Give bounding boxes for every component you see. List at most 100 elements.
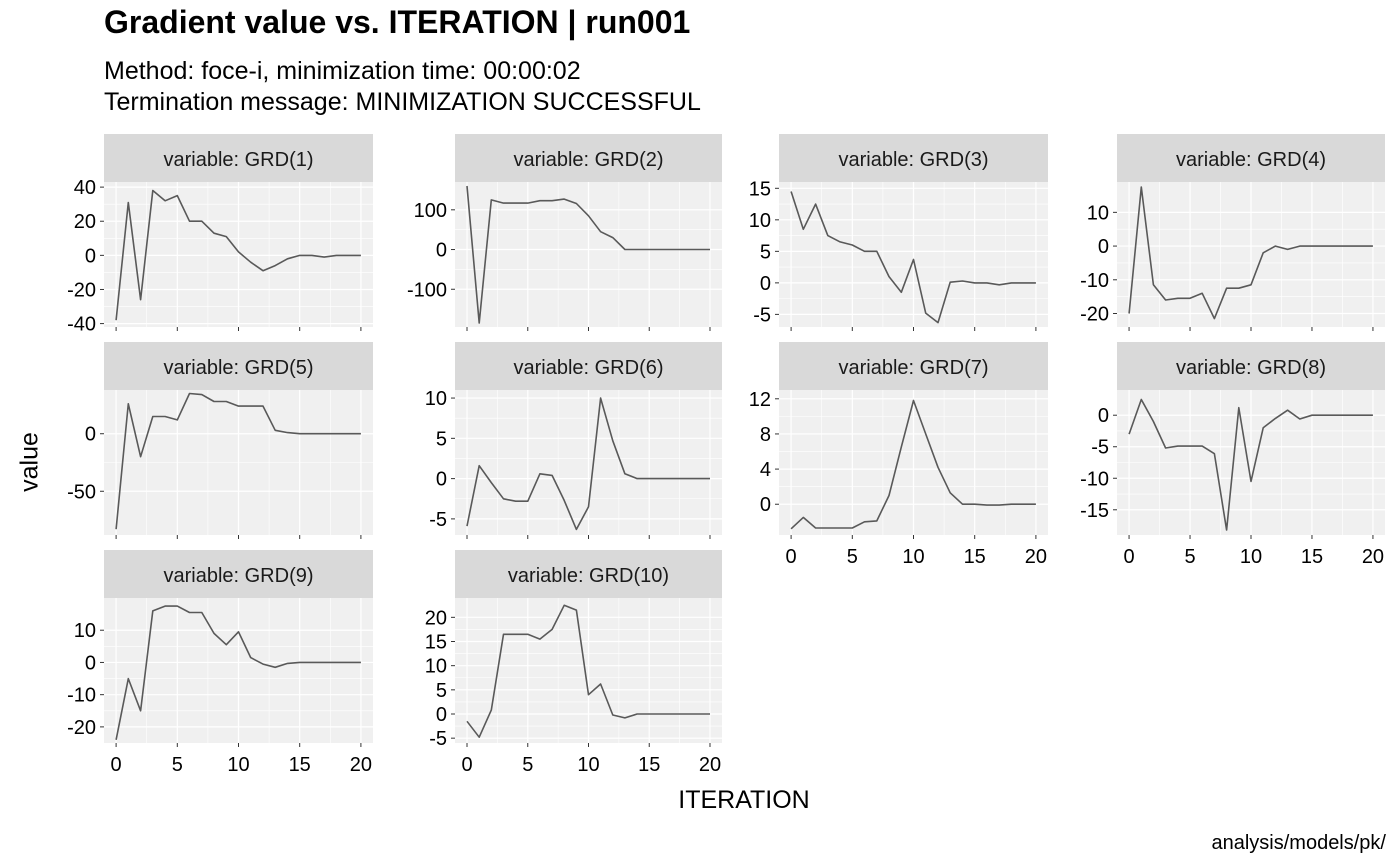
facet-panel: variable: GRD(5) -50 0 xyxy=(67,342,373,539)
facet-strip-label: variable: GRD(2) xyxy=(513,149,663,171)
x-tick-label: 20 xyxy=(1025,546,1047,568)
series-line-grd10 xyxy=(466,604,710,739)
y-tick-label: 10 xyxy=(425,388,447,410)
y-tick-label: 5 xyxy=(436,428,447,450)
facet-strip xyxy=(779,342,1048,390)
series-line-grd5 xyxy=(115,392,361,530)
facet-panel: variable: GRD(4) -20 -10 0 10 xyxy=(1080,134,1385,331)
y-tick-label: -20 xyxy=(1080,304,1109,326)
y-tick-label: -40 xyxy=(67,314,96,336)
chart-subtitle-termination: Termination message: MINIMIZATION SUCCES… xyxy=(104,88,701,116)
x-tick-label: 0 xyxy=(786,546,797,568)
y-tick-label: 100 xyxy=(414,200,447,222)
y-tick-label: 10 xyxy=(749,210,771,232)
facet-strip-label: variable: GRD(1) xyxy=(163,149,313,171)
y-tick-label: 5 xyxy=(760,241,771,263)
series-line-grd4 xyxy=(1128,186,1373,320)
x-tick-label: 5 xyxy=(522,754,533,776)
y-tick-label: 12 xyxy=(749,389,771,411)
y-tick-label: -20 xyxy=(67,279,96,301)
y-tick-label: -50 xyxy=(67,481,96,503)
y-tick-label: 0 xyxy=(760,273,771,295)
facet-strip xyxy=(1117,342,1385,390)
x-tick-label: 0 xyxy=(461,754,472,776)
facet-panel: variable: GRD(1) -40 -20 0 20 40 xyxy=(67,134,373,336)
chart-title: Gradient value vs. ITERATION | run001 xyxy=(104,4,691,40)
y-tick-label: 10 xyxy=(74,620,96,642)
x-tick-label: 10 xyxy=(1240,546,1262,568)
facet-strip-label: variable: GRD(4) xyxy=(1176,149,1326,171)
y-tick-label: -100 xyxy=(407,279,447,301)
series-line-grd1 xyxy=(115,189,361,321)
x-tick-label: 0 xyxy=(111,754,122,776)
y-tick-label: 15 xyxy=(425,632,447,654)
y-tick-label: 0 xyxy=(760,494,771,516)
y-tick-label: 0 xyxy=(85,424,96,446)
facet-strip xyxy=(455,342,722,390)
y-tick-label: 5 xyxy=(436,680,447,702)
series-line-grd6 xyxy=(466,397,710,531)
series-line-grd7 xyxy=(790,399,1036,530)
x-tick-label: 5 xyxy=(172,754,183,776)
facet-panel: variable: GRD(3) -5 0 5 10 15 xyxy=(749,134,1048,331)
y-tick-label: -10 xyxy=(67,685,96,707)
facet-strip-label: variable: GRD(3) xyxy=(838,149,988,171)
facet-strip-label: variable: GRD(8) xyxy=(1176,357,1326,379)
facet-strip xyxy=(779,134,1048,182)
x-tick-label: 10 xyxy=(227,754,249,776)
x-tick-label: 0 xyxy=(1123,546,1134,568)
y-tick-label: 0 xyxy=(436,469,447,491)
y-tick-label: -10 xyxy=(1080,468,1109,490)
y-tick-label: 0 xyxy=(436,240,447,262)
facet-panel: variable: GRD(9) -20 -10 0 10 0 5 10 15 20 xyxy=(67,550,373,776)
y-tick-label: 0 xyxy=(1098,236,1109,258)
y-tick-label: 0 xyxy=(436,704,447,726)
y-tick-label: 15 xyxy=(749,178,771,200)
y-tick-label: 8 xyxy=(760,424,771,446)
facet-panel: variable: GRD(2) -100 0 100 xyxy=(407,134,722,331)
facet-panel: variable: GRD(6) -5 0 5 10 xyxy=(425,342,722,539)
facet-strip-label: variable: GRD(6) xyxy=(513,357,663,379)
y-tick-label: -20 xyxy=(67,717,96,739)
x-tick-label: 15 xyxy=(289,754,311,776)
x-tick-label: 20 xyxy=(1362,546,1384,568)
facet-strip xyxy=(1117,134,1385,182)
x-tick-label: 5 xyxy=(1184,546,1195,568)
x-tick-label: 15 xyxy=(638,754,660,776)
x-tick-label: 5 xyxy=(847,546,858,568)
facet-panel: variable: GRD(8) -15 -10 -5 0 0 5 10 15 20 xyxy=(1080,342,1385,568)
facet-strip-label: variable: GRD(7) xyxy=(838,357,988,379)
series-line-grd3 xyxy=(790,191,1036,324)
facet-strip xyxy=(455,134,722,182)
chart-subtitle-method: Method: foce-i, minimization time: 00:00… xyxy=(104,57,581,85)
y-tick-label: -5 xyxy=(429,509,447,531)
y-tick-label: 4 xyxy=(760,459,771,481)
facet-panel: variable: GRD(7) 0 4 8 12 0 5 10 15 20 xyxy=(749,342,1048,568)
y-tick-label: -10 xyxy=(1080,270,1109,292)
y-tick-label: 0 xyxy=(1098,405,1109,427)
y-tick-label: 10 xyxy=(1087,202,1109,224)
y-tick-label: 20 xyxy=(425,607,447,629)
y-tick-label: -5 xyxy=(429,728,447,750)
x-tick-label: 15 xyxy=(964,546,986,568)
x-tick-label: 20 xyxy=(699,754,721,776)
x-tick-label: 10 xyxy=(577,754,599,776)
y-tick-label: 40 xyxy=(74,177,96,199)
facet-strip xyxy=(104,342,373,390)
series-line-grd2 xyxy=(466,185,710,324)
facet-strip-label: variable: GRD(5) xyxy=(163,357,313,379)
series-line-grd8 xyxy=(1128,398,1373,531)
x-tick-label: 15 xyxy=(1301,546,1323,568)
y-tick-label: -5 xyxy=(1091,437,1109,459)
facet-strip-label: variable: GRD(9) xyxy=(163,565,313,587)
x-axis-label: ITERATION xyxy=(678,786,810,814)
y-tick-label: 0 xyxy=(85,245,96,267)
facet-strip-label: variable: GRD(10) xyxy=(508,565,669,587)
y-tick-label: 0 xyxy=(85,652,96,674)
y-tick-label: -5 xyxy=(753,304,771,326)
facet-strip xyxy=(455,550,722,598)
facet-strip xyxy=(104,134,373,182)
y-tick-label: 20 xyxy=(74,211,96,233)
